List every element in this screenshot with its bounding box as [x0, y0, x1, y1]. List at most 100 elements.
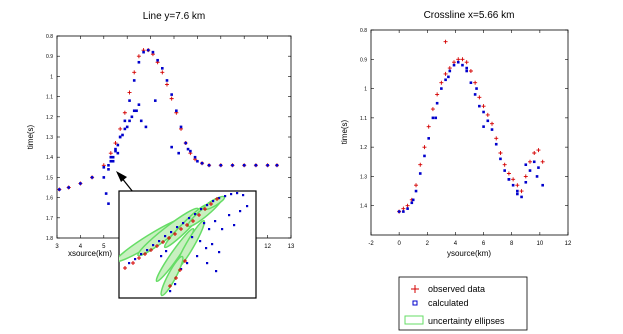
y-tick-label: 1 [364, 87, 367, 93]
left-calculated-point [254, 163, 258, 167]
left-calculated-point [116, 151, 120, 155]
left-calculated-point [153, 99, 157, 102]
right-calculated-point [444, 78, 447, 82]
x-tick-label: 8 [510, 241, 514, 247]
legend-entry-calculated: calculated [412, 298, 469, 308]
left-calculated-point [144, 125, 148, 129]
right-observed-point [485, 112, 490, 117]
left-calculated-point [109, 155, 113, 159]
right-observed-point [490, 121, 495, 126]
left-calculated-point [107, 202, 110, 205]
y-tick-label: 1.5 [46, 175, 53, 181]
left-calculated-point [200, 161, 204, 165]
left-observed-point [127, 90, 132, 95]
left-calculated-point [104, 192, 108, 195]
left-observed-point [160, 70, 165, 75]
left-calculated-point [67, 186, 70, 189]
right-calculated-point [473, 93, 477, 96]
left-calculated-point [132, 79, 136, 82]
left-calculated-point [130, 115, 134, 119]
right-observed-point [523, 174, 528, 179]
right-y-axis-label: time(s) [340, 119, 349, 144]
right-calculated-point [541, 183, 544, 187]
right-calculated-point [503, 169, 506, 172]
right-calculated-point [482, 125, 485, 128]
left-chart-title: Line y=7.6 km [143, 11, 206, 22]
x-tick-label: 0 [397, 241, 401, 247]
right-observed-point [447, 66, 452, 71]
left-calculated-point [161, 67, 164, 70]
right-observed-point [506, 171, 511, 176]
right-calculated-point [440, 87, 443, 90]
right-chart-title: Crossline x=5.66 km [424, 10, 515, 21]
left-calculated-point [207, 163, 211, 167]
y-tick-label: 1.6 [46, 196, 53, 202]
x-tick-label: 10 [537, 241, 544, 247]
right-calculated-point [486, 119, 490, 123]
left-calculated-point [123, 119, 127, 123]
y-tick-label: 1.1 [360, 116, 367, 122]
right-observed-point [473, 80, 478, 85]
legend-label: calculated [428, 298, 469, 308]
left-calculated-point [118, 135, 122, 139]
left-observed-point [108, 151, 113, 156]
left-calculated-point [179, 125, 183, 129]
left-observed-point [113, 141, 118, 146]
right-observed-point [443, 71, 448, 76]
right-calculated-point [435, 101, 439, 105]
right-observed-point [494, 136, 499, 141]
right-plot-frame [370, 29, 569, 236]
right-calculated-point [499, 157, 502, 161]
right-observed-point [452, 60, 457, 65]
left-calculated-point [107, 168, 110, 171]
square-marker-icon [412, 300, 418, 306]
right-calculated-point [511, 183, 515, 187]
left-calculated-point [128, 119, 131, 123]
x-tick-label: -2 [368, 241, 374, 247]
left-calculated-point [196, 159, 199, 163]
left-observed-point [136, 54, 141, 59]
right-calculated-point [402, 210, 405, 213]
right-calculated-point [537, 166, 540, 169]
right-calculated-point [414, 189, 418, 193]
right-observed-point [477, 95, 482, 100]
right-observed-point [532, 151, 537, 155]
right-observed-point [435, 92, 440, 97]
left-calculated-point [114, 147, 117, 151]
left-calculated-point [132, 109, 136, 113]
left-calculated-point [111, 159, 115, 163]
right-observed-point [528, 159, 533, 164]
right-calculated-point [461, 63, 464, 67]
right-calculated-point [520, 195, 523, 199]
uncertainty-ellipse [155, 227, 195, 283]
right-calculated-point [448, 69, 452, 73]
right-observed-point [519, 189, 524, 194]
plus-marker-icon [411, 285, 419, 293]
right-observed-point [468, 69, 473, 73]
right-observed-point [511, 177, 516, 182]
left-observed-point [164, 82, 169, 87]
left-calculated-point [151, 50, 155, 54]
y-tick-label: 1.1 [46, 95, 53, 101]
left-calculated-point [90, 176, 94, 179]
y-tick-label: 0.8 [46, 34, 53, 40]
right-observed-point [498, 151, 503, 155]
x-tick-label: 4 [454, 241, 458, 247]
right-calculated-point [507, 178, 511, 181]
left-calculated-point [184, 141, 187, 145]
right-calculated-point [469, 81, 473, 85]
y-tick-label: 1.3 [46, 135, 53, 141]
right-observed-point [430, 107, 435, 112]
right-observed-point [481, 104, 486, 109]
y-tick-label: 1.3 [360, 174, 367, 180]
y-tick-label: 0.9 [360, 57, 367, 63]
x-tick-label: 2 [426, 241, 430, 247]
right-calculated-point [475, 87, 478, 90]
left-x-axis-label: xsource(km) [68, 249, 112, 258]
right-calculated-point [532, 160, 536, 164]
y-tick-label: 1.7 [46, 216, 53, 222]
right-calculated-point [423, 154, 426, 158]
left-observed-point [118, 126, 123, 131]
right-calculated-point [490, 128, 494, 131]
